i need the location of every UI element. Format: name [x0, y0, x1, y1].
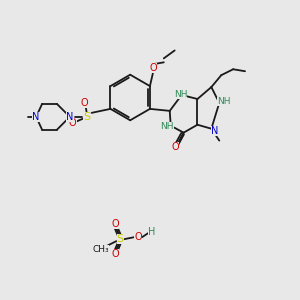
Text: NH: NH — [174, 89, 188, 98]
Text: O: O — [172, 142, 179, 152]
Text: N: N — [211, 126, 218, 136]
Text: NH: NH — [218, 98, 231, 106]
Text: CH₃: CH₃ — [92, 244, 109, 253]
Text: S: S — [117, 234, 124, 244]
Text: O: O — [149, 63, 157, 73]
Text: NH: NH — [160, 122, 173, 131]
Text: H: H — [148, 227, 156, 237]
Text: O: O — [69, 118, 76, 128]
Text: N: N — [66, 112, 74, 122]
Text: N: N — [66, 112, 74, 122]
Text: O: O — [134, 232, 142, 242]
Text: O: O — [112, 219, 119, 229]
Text: O: O — [112, 249, 119, 259]
Text: S: S — [83, 112, 90, 122]
Text: O: O — [81, 98, 88, 108]
Text: N: N — [32, 112, 40, 122]
